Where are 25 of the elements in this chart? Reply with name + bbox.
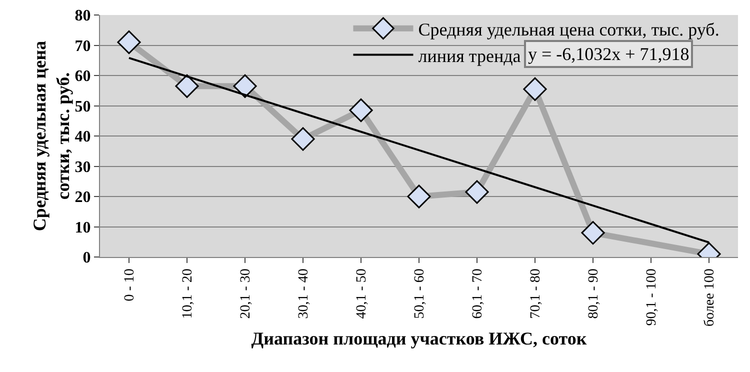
y-axis-title: Средняя удельная цена сотки, тыс. руб. [29, 40, 73, 232]
x-tick-label: 20,1 - 30 [238, 268, 254, 319]
y-tick-label: 10 [74, 219, 91, 236]
y-tick-label: 80 [74, 8, 91, 25]
y-tick-label: 0 [82, 250, 91, 267]
x-tick-label: 0 - 10 [122, 268, 138, 302]
y-tick-label: 70 [74, 38, 91, 55]
x-tick-label: более 100 [702, 268, 718, 326]
y-tick-label: 50 [74, 98, 91, 116]
y-tick-label: 20 [74, 189, 91, 206]
y-tick-label: 60 [74, 68, 91, 86]
legend-label: линия тренда [418, 46, 521, 66]
x-tick-label: 50,1 - 60 [412, 268, 428, 319]
x-tick-label: 10,1 - 20 [180, 268, 196, 319]
annotation: y = -6,1032x + 71,918 [528, 44, 690, 64]
y-tick-label: 30 [74, 158, 91, 176]
legend-label: Средняя удельная цена сотки, тыс. руб. [418, 19, 720, 40]
x-tick-label: 30,1 - 40 [296, 268, 312, 319]
x-tick-label: 80,1 - 90 [586, 268, 602, 319]
x-tick-label: 40,1 - 50 [354, 268, 370, 319]
x-tick-label: 90,1 - 100 [644, 268, 660, 326]
x-tick-label: 60,1 - 70 [470, 268, 486, 319]
x-axis-title: Диапазон площади участков ИЖС, соток [251, 328, 588, 349]
y-tick-label: 40 [74, 128, 91, 146]
x-tick-label: 70,1 - 80 [528, 268, 544, 319]
